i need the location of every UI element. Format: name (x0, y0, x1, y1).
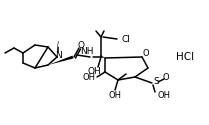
Text: S: S (153, 78, 159, 86)
Text: Cl: Cl (122, 34, 131, 43)
Text: O: O (78, 40, 84, 50)
Polygon shape (99, 55, 105, 58)
Text: i: i (57, 41, 59, 47)
Polygon shape (48, 56, 73, 65)
Text: HCl: HCl (176, 52, 194, 62)
Text: O: O (143, 50, 149, 58)
Text: N: N (55, 52, 61, 60)
Text: OH: OH (87, 68, 101, 76)
Text: O: O (163, 74, 169, 82)
Text: NH: NH (80, 48, 94, 56)
Text: OH: OH (157, 92, 170, 100)
Text: OH: OH (83, 74, 96, 82)
Text: OH: OH (108, 92, 121, 100)
